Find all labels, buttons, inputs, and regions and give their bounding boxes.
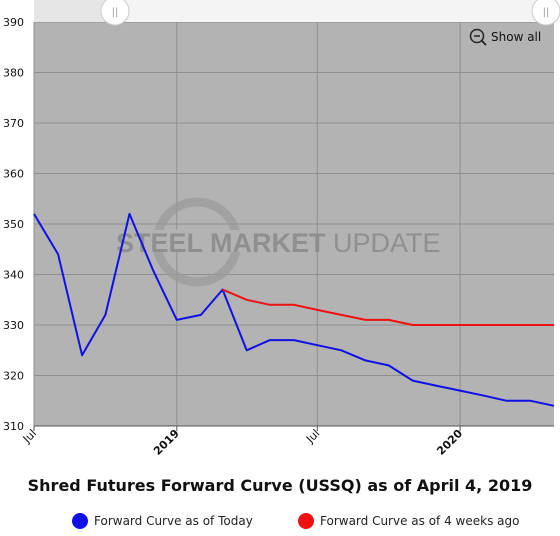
watermark-ring-gap (149, 230, 245, 252)
y-tick-label: 380 (3, 67, 24, 80)
chart-title: Shred Futures Forward Curve (USSQ) as of… (27, 476, 533, 495)
x-tick-label: 2019 (151, 427, 182, 458)
y-tick-label: 390 (3, 16, 24, 29)
legend: Forward Curve as of Today Forward Curve … (0, 513, 560, 533)
x-tick-label: 2020 (434, 427, 465, 458)
y-tick-label: 360 (3, 168, 24, 181)
y-tick-label: 330 (3, 319, 24, 332)
legend-item-today[interactable]: Forward Curve as of Today (72, 513, 253, 529)
series-layer (33, 212, 555, 407)
y-tick-label: 370 (3, 117, 24, 130)
range-selector[interactable]: || || (34, 0, 560, 26)
watermark: STEEL MARKET UPDATE (116, 197, 441, 287)
range-handle-right-grip[interactable]: || (543, 7, 550, 18)
y-tick-label: 310 (3, 420, 24, 433)
show-all-label: Show all (491, 30, 542, 44)
legend-marker-4-weeks-ago (298, 513, 314, 529)
legend-label-today: Forward Curve as of Today (94, 514, 253, 528)
range-handle-right[interactable] (531, 0, 560, 26)
legend-item-4-weeks-ago[interactable]: Forward Curve as of 4 weeks ago (298, 513, 519, 529)
watermark-text: STEEL MARKET UPDATE (116, 228, 441, 258)
series-line-today (33, 212, 555, 407)
range-handle-left-grip[interactable]: || (112, 7, 119, 18)
watermark-text-light: UPDATE (333, 228, 441, 258)
legend-marker-today (72, 513, 88, 529)
y-tick-label: 340 (3, 269, 24, 282)
legend-label-4-weeks-ago: Forward Curve as of 4 weeks ago (320, 514, 520, 528)
y-tick-label: 350 (3, 218, 24, 231)
watermark-text-bold: STEEL MARKET (116, 228, 333, 258)
y-tick-label: 320 (3, 370, 24, 383)
range-handle-left[interactable] (100, 0, 130, 26)
show-all-button[interactable]: Show all (469, 28, 541, 46)
range-selector-window (114, 0, 544, 22)
series-line-4-weeks-ago (222, 288, 554, 326)
zoom-out-icon (469, 28, 487, 46)
x-tick-label: Jul (303, 427, 322, 446)
